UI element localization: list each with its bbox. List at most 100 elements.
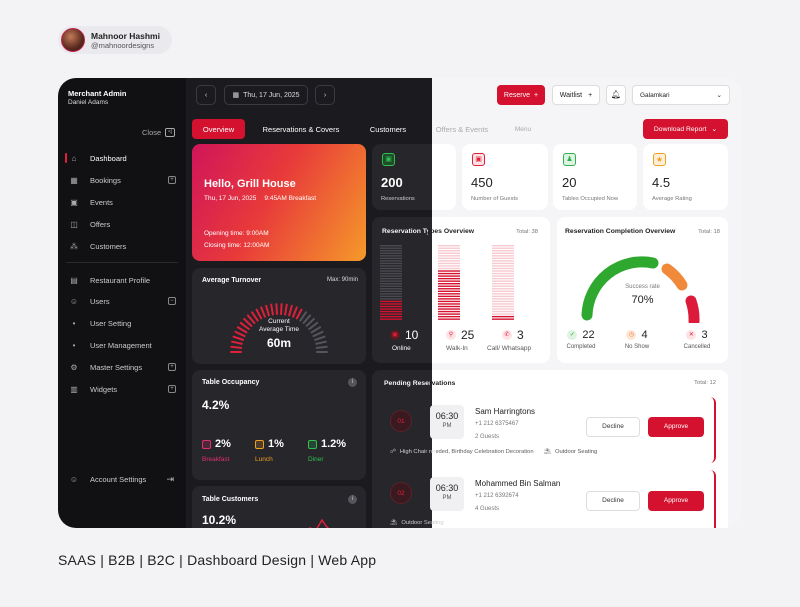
sidebar-item-user-management[interactable]: • User Management	[66, 336, 180, 354]
type-bar-segment	[380, 247, 402, 249]
collapse-minus-icon: −	[168, 297, 176, 305]
settings-icon: ⚙	[70, 362, 78, 372]
sidebar-item-customers[interactable]: ⁂ Customers	[70, 241, 127, 251]
type-bar-segment	[438, 290, 460, 292]
tab-offers-events[interactable]: Offers & Events	[435, 124, 489, 134]
guest-count: 4 Guests	[475, 506, 500, 512]
sidebar-item-bookings[interactable]: ▦ Bookings +	[66, 171, 180, 189]
gauge-tick	[265, 304, 270, 317]
sidebar-close-button[interactable]: Close <|	[142, 128, 176, 137]
tab-overview[interactable]: Overview	[192, 119, 245, 139]
type-bar-segment	[438, 275, 460, 277]
reservation-row[interactable]: 01 06:30 PM Sam Harringtons +1 212 63754…	[384, 397, 716, 463]
hero-date: Thu, 17 Jun, 2025	[204, 195, 257, 202]
turnover-title: Average Turnover	[202, 277, 262, 284]
type-bar-segment	[438, 255, 460, 257]
account-settings-button[interactable]: ☺ Account Settings ⇥	[69, 474, 174, 484]
sidebar-item-restaurant-profile[interactable]: ▤ Restaurant Profile	[66, 271, 180, 289]
author-handle: @mahnoordesigns	[91, 40, 155, 50]
hero-meal-time: 9:45AM Breakfast	[264, 195, 317, 202]
gauge-tick	[251, 311, 259, 322]
type-bar-segment	[438, 265, 460, 267]
decline-button[interactable]: Decline	[586, 417, 640, 437]
gauge-tick	[312, 330, 324, 338]
avatar	[61, 28, 85, 52]
bell-icon[interactable]: 🔔︎	[606, 85, 626, 105]
stat-value-rating: 4.5	[652, 175, 671, 190]
stat-label-reservations: Reservations	[381, 196, 415, 202]
sidebar-divider	[66, 262, 178, 263]
gauge-tick	[284, 303, 288, 316]
type-bar-segment	[380, 313, 402, 315]
success-rate-label: Success rate	[625, 284, 660, 290]
approve-button[interactable]: Approve	[648, 491, 704, 511]
sidebar-item-events[interactable]: ▣ Events	[66, 193, 180, 211]
sidebar-item-offers[interactable]: ◫ Offers	[66, 215, 180, 233]
tab-menu[interactable]: Menu	[514, 125, 532, 133]
gauge-tick	[239, 321, 250, 331]
type-bar-segment	[438, 250, 460, 252]
gauge-tick	[305, 317, 315, 327]
next-date-button[interactable]: ›	[315, 85, 335, 105]
reservation-row[interactable]: 02 06:30 PM Mohammed Bin Salman +1 212 6…	[384, 470, 716, 528]
sidebar-item-user-setting[interactable]: • User Setting	[66, 314, 180, 332]
gauge-tick	[270, 303, 274, 316]
row-index: 01	[390, 410, 412, 432]
user-icon: ☺	[69, 474, 79, 484]
stat-card-reservations-light	[432, 144, 456, 210]
x-icon: ✕	[686, 330, 697, 340]
decline-button[interactable]: Decline	[586, 491, 640, 511]
stat-card-reservations: ▣ 200 Reservations	[372, 144, 432, 210]
sidebar-item-users[interactable]: ☺ Users −	[66, 292, 180, 310]
calendar-icon: ▦	[232, 92, 240, 99]
walk-in-label: Walk-In	[446, 345, 468, 352]
gauge-tick	[231, 340, 243, 345]
type-bar-segment	[492, 285, 514, 287]
stat-value-guests: 450	[471, 175, 493, 190]
waitlist-button[interactable]: Waitlist +	[552, 85, 600, 105]
average-turnover-card: Average Turnover Max: 90min Current Aver…	[192, 268, 366, 364]
reservation-time: 06:30 PM	[430, 477, 464, 511]
type-bar-segment	[492, 247, 514, 249]
online-icon: ▣	[390, 330, 400, 340]
hero-greeting: Hello, Grill House	[204, 178, 296, 190]
type-bar-segment	[380, 265, 402, 267]
stat-label-rating: Average Rating	[652, 196, 692, 202]
type-bar-segment	[380, 255, 402, 257]
gauge-tick	[236, 326, 248, 334]
gauge-tick	[246, 314, 256, 325]
completion-title: Reservation Completion Overview	[565, 228, 676, 235]
date-picker[interactable]: ▦ Thu, 17 Jun, 2025	[224, 85, 308, 105]
sidebar-item-dashboard[interactable]: ⌂ Dashboard	[65, 149, 180, 167]
reserve-button[interactable]: Reserve +	[497, 85, 545, 105]
approve-button[interactable]: Approve	[648, 417, 704, 437]
completed-stat: ✓ 22 Completed	[566, 329, 596, 350]
sidebar-item-master-settings[interactable]: ⚙ Master Settings +	[66, 358, 180, 376]
tab-reservations-covers[interactable]: Reservations & Covers	[262, 124, 340, 134]
occupancy-title: Table Occupancy	[202, 379, 260, 386]
sidebar-item-widgets[interactable]: ▥ Widgets +	[66, 380, 180, 398]
expand-icon: +	[168, 385, 176, 393]
breakfast-label: Breakfast	[202, 456, 230, 463]
reservation-types-card: Reservation Types Overview Total: 38 ▣ 1…	[372, 217, 550, 363]
info-icon[interactable]: i	[348, 378, 357, 387]
type-bar-segment	[492, 298, 514, 300]
download-report-button[interactable]: Download Report ⌄	[643, 119, 728, 139]
type-bar-segment	[492, 265, 514, 267]
row-index: 02	[390, 482, 412, 504]
reservation-note: High Chair needed, Birthday Celebration …	[399, 449, 534, 455]
call-stat: ✆ 3	[502, 328, 524, 342]
type-bar-segment	[438, 285, 460, 287]
info-icon[interactable]: i	[348, 495, 357, 504]
type-bar-segment	[380, 315, 402, 318]
type-bar-segment	[380, 318, 402, 320]
tab-customers[interactable]: Customers	[369, 124, 407, 134]
types-card-dark-part	[372, 217, 432, 363]
guests-icon: ▣	[472, 153, 485, 166]
location-select[interactable]: Galamkari ⌄	[632, 85, 730, 105]
type-bar-segment	[492, 272, 514, 275]
prev-date-button[interactable]: ‹	[196, 85, 216, 105]
type-bar-segment	[380, 252, 402, 254]
type-bar-segment	[380, 275, 402, 277]
turnover-label-average: Average Time	[259, 326, 299, 333]
